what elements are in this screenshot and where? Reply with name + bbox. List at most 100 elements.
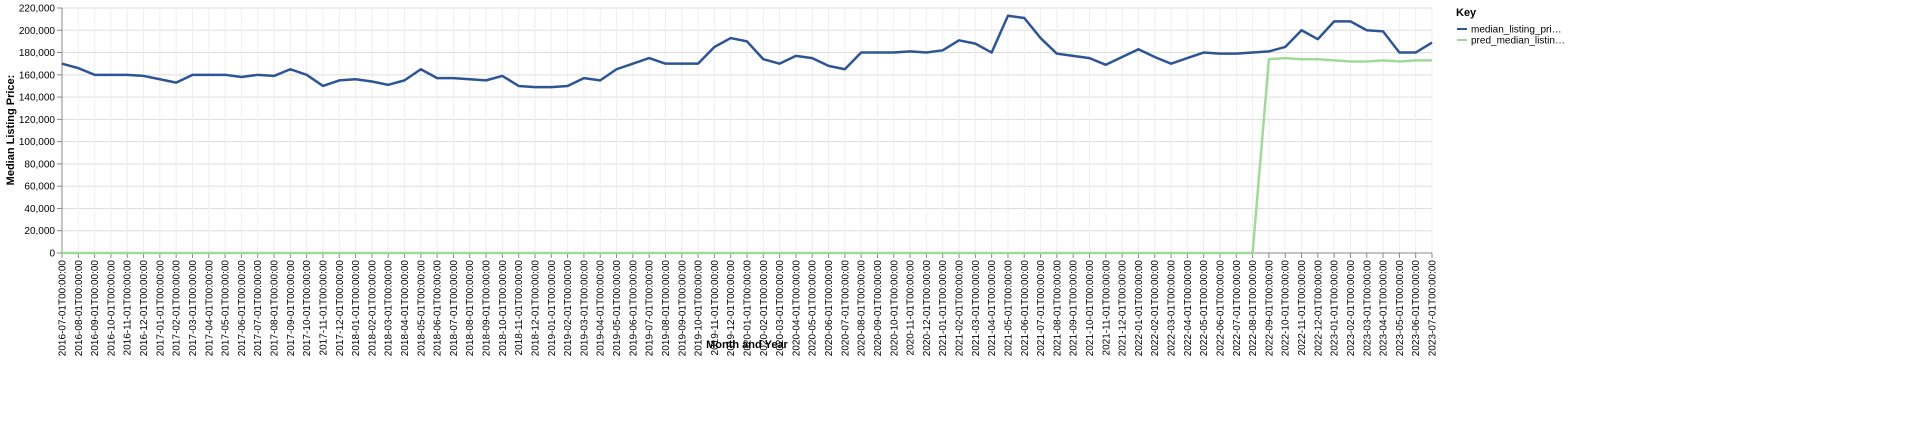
x-tick-label: 2017-05-01T00:00:00	[221, 260, 232, 357]
x-tick-label: 2019-05-01T00:00:00	[612, 260, 623, 357]
legend-title: Key	[1456, 7, 1477, 19]
x-tick-label: 2019-09-01T00:00:00	[677, 260, 688, 357]
x-tick-label: 2022-02-01T00:00:00	[1150, 260, 1161, 357]
x-tick-label: 2018-04-01T00:00:00	[400, 260, 411, 357]
x-tick-label: 2017-07-01T00:00:00	[253, 260, 264, 357]
x-tick-label: 2023-01-01T00:00:00	[1330, 260, 1341, 357]
x-tick-label: 2020-04-01T00:00:00	[791, 260, 802, 357]
y-tick-label: 180,000	[19, 48, 56, 59]
x-tick-label: 2018-03-01T00:00:00	[384, 260, 395, 357]
x-tick-label: 2023-03-01T00:00:00	[1362, 260, 1373, 357]
x-tick-label: 2023-05-01T00:00:00	[1395, 260, 1406, 357]
x-tick-label: 2018-05-01T00:00:00	[416, 260, 427, 357]
legend-label: median_listing_pri…	[1471, 25, 1562, 36]
y-tick-label: 100,000	[19, 137, 56, 148]
x-tick-label: 2022-08-01T00:00:00	[1248, 260, 1259, 357]
y-tick-label: 60,000	[24, 182, 55, 193]
x-tick-label: 2020-01-01T00:00:00	[743, 260, 754, 357]
x-tick-label: 2018-09-01T00:00:00	[482, 260, 493, 357]
x-tick-label: 2017-03-01T00:00:00	[188, 260, 199, 357]
x-tick-label: 2016-10-01T00:00:00	[106, 260, 117, 357]
x-tick-label: 2022-07-01T00:00:00	[1232, 260, 1243, 357]
x-tick-label: 2022-11-01T00:00:00	[1297, 260, 1308, 356]
x-tick-label: 2017-04-01T00:00:00	[204, 260, 215, 357]
y-tick-label: 160,000	[19, 70, 56, 81]
x-tick-label: 2021-10-01T00:00:00	[1085, 260, 1096, 357]
x-tick-label: 2020-12-01T00:00:00	[922, 260, 933, 357]
x-tick-label: 2021-09-01T00:00:00	[1069, 260, 1080, 357]
x-tick-label: 2019-07-01T00:00:00	[645, 260, 656, 357]
x-tick-label: 2021-01-01T00:00:00	[938, 260, 949, 357]
x-tick-label: 2022-04-01T00:00:00	[1183, 260, 1194, 357]
series-line	[62, 56, 1432, 255]
x-tick-label: 2018-11-01T00:00:00	[514, 260, 525, 356]
x-tick-label: 2016-08-01T00:00:00	[74, 260, 85, 357]
x-tick-label: 2019-11-01T00:00:00	[710, 260, 721, 356]
series-line	[61, 14, 1433, 89]
y-tick-label: 140,000	[19, 93, 56, 104]
x-tick-label: 2017-10-01T00:00:00	[302, 260, 313, 357]
x-tick-label: 2018-07-01T00:00:00	[449, 260, 460, 357]
x-tick-label: 2020-07-01T00:00:00	[840, 260, 851, 357]
x-tick-label: 2020-10-01T00:00:00	[889, 260, 900, 357]
x-tick-label: 2016-09-01T00:00:00	[90, 260, 101, 357]
x-tick-label: 2020-09-01T00:00:00	[873, 260, 884, 357]
x-tick-label: 2020-11-01T00:00:00	[906, 260, 917, 356]
x-tick-label: 2017-12-01T00:00:00	[335, 260, 346, 357]
x-tick-label: 2022-03-01T00:00:00	[1167, 260, 1178, 357]
x-tick-label: 2018-10-01T00:00:00	[498, 260, 509, 357]
x-tick-label: 2017-01-01T00:00:00	[155, 260, 166, 357]
x-tick-label: 2019-08-01T00:00:00	[661, 260, 672, 357]
x-tick-label: 2021-06-01T00:00:00	[1020, 260, 1031, 357]
x-tick-label: 2022-09-01T00:00:00	[1264, 260, 1275, 357]
y-tick-label: 40,000	[24, 204, 55, 215]
y-tick-label: 220,000	[19, 4, 56, 15]
x-tick-label: 2023-06-01T00:00:00	[1411, 260, 1422, 357]
x-tick-label: 2018-08-01T00:00:00	[465, 260, 476, 357]
y-tick-label: 0	[49, 249, 55, 260]
x-tick-label: 2017-09-01T00:00:00	[286, 260, 297, 357]
x-tick-label: 2019-10-01T00:00:00	[694, 260, 705, 357]
x-tick-label: 2021-12-01T00:00:00	[1118, 260, 1129, 357]
x-tick-label: 2016-11-01T00:00:00	[123, 260, 134, 356]
x-tick-label: 2019-04-01T00:00:00	[596, 260, 607, 357]
x-tick-label: 2019-06-01T00:00:00	[628, 260, 639, 357]
y-tick-label: 120,000	[19, 115, 56, 126]
x-tick-label: 2020-08-01T00:00:00	[857, 260, 868, 357]
x-tick-label: 2021-11-01T00:00:00	[1101, 260, 1112, 356]
x-tick-label: 2022-05-01T00:00:00	[1199, 260, 1210, 357]
x-tick-label: 2022-01-01T00:00:00	[1134, 260, 1145, 357]
x-tick-label: 2017-06-01T00:00:00	[237, 260, 248, 357]
x-tick-label: 2019-12-01T00:00:00	[726, 260, 737, 357]
x-tick-label: 2019-03-01T00:00:00	[579, 260, 590, 357]
x-tick-label: 2016-12-01T00:00:00	[139, 260, 150, 357]
x-tick-label: 2019-01-01T00:00:00	[547, 260, 558, 357]
x-tick-label: 2020-06-01T00:00:00	[824, 260, 835, 357]
x-tick-label: 2018-12-01T00:00:00	[530, 260, 541, 357]
y-tick-label: 80,000	[24, 159, 55, 170]
x-tick-label: 2018-02-01T00:00:00	[367, 260, 378, 357]
x-tick-label: 2020-03-01T00:00:00	[775, 260, 786, 357]
x-tick-label: 2021-04-01T00:00:00	[987, 260, 998, 357]
x-axis-title: Month and Year	[706, 339, 788, 351]
x-tick-label: 2017-02-01T00:00:00	[172, 260, 183, 357]
x-tick-label: 2017-08-01T00:00:00	[270, 260, 281, 357]
x-tick-label: 2023-07-01T00:00:00	[1428, 260, 1439, 357]
x-tick-label: 2021-02-01T00:00:00	[955, 260, 966, 357]
x-tick-label: 2020-05-01T00:00:00	[808, 260, 819, 357]
x-tick-label: 2021-07-01T00:00:00	[1036, 260, 1047, 357]
y-tick-label: 20,000	[24, 226, 55, 237]
x-tick-label: 2020-02-01T00:00:00	[759, 260, 770, 357]
y-axis-title: Median Listing Price:	[5, 75, 17, 186]
x-tick-label: 2023-02-01T00:00:00	[1346, 260, 1357, 357]
x-tick-label: 2018-06-01T00:00:00	[433, 260, 444, 357]
y-tick-label: 200,000	[19, 26, 56, 37]
x-tick-label: 2019-02-01T00:00:00	[563, 260, 574, 357]
x-tick-label: 2021-05-01T00:00:00	[1003, 260, 1014, 357]
legend-label: pred_median_listin…	[1471, 36, 1565, 47]
x-tick-label: 2018-01-01T00:00:00	[351, 260, 362, 357]
x-tick-label: 2017-11-01T00:00:00	[318, 260, 329, 356]
x-tick-label: 2022-10-01T00:00:00	[1281, 260, 1292, 357]
